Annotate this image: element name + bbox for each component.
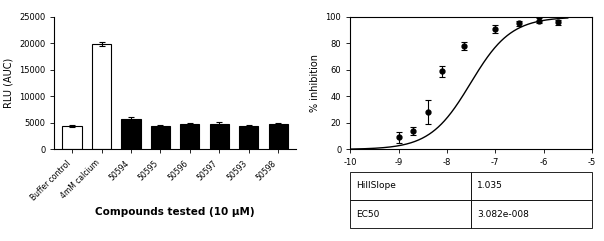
- Bar: [181, 124, 199, 149]
- Bar: [210, 124, 229, 149]
- Bar: [62, 126, 82, 149]
- X-axis label: Log [KO-202515], M: Log [KO-202515], M: [417, 173, 525, 183]
- Y-axis label: % inhibition: % inhibition: [310, 54, 320, 112]
- Y-axis label: RLU (AUC): RLU (AUC): [4, 58, 13, 108]
- Bar: [269, 124, 288, 149]
- Bar: [121, 119, 141, 149]
- Bar: [151, 126, 170, 149]
- Bar: [92, 44, 111, 149]
- X-axis label: Compounds tested (10 μM): Compounds tested (10 μM): [95, 208, 255, 217]
- Bar: [239, 126, 259, 149]
